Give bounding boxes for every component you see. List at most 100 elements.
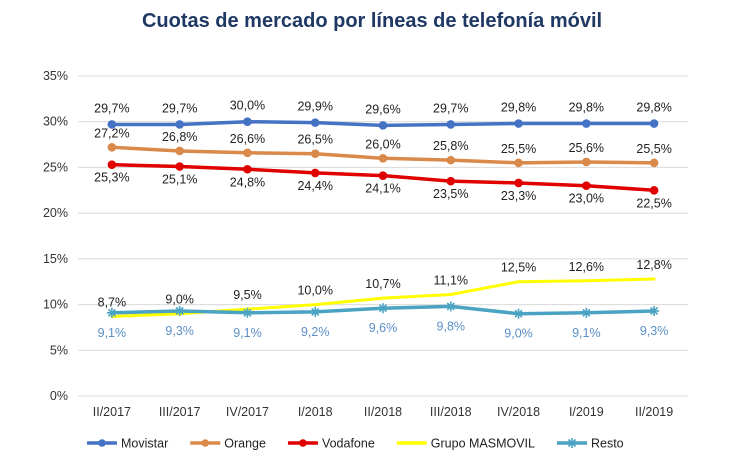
data-label: 26,0% [365,137,400,151]
legend-label: Grupo MASMOVIL [431,437,535,451]
series-marker [581,307,592,318]
series-marker [310,118,320,127]
data-label: 9,1% [233,326,262,340]
y-axis-ticks: 0% 5% 10% 15% 20% 25% 30% 35% [43,69,68,403]
data-label: 29,6% [365,102,400,116]
marker-stroke [243,308,252,317]
data-label: 29,8% [501,101,536,115]
series-marker [582,119,591,128]
series-marker [514,119,523,128]
marker-stroke [514,309,523,318]
data-label: 29,7% [433,101,468,115]
series-marker [566,438,577,448]
data-label: 9,0% [165,293,194,307]
data-label: 22,5% [636,196,671,210]
y-tick-label: 10% [43,298,68,312]
series-marker [378,153,388,163]
series-marker [175,146,184,156]
data-label: 29,8% [636,101,671,115]
data-label: 23,5% [433,187,468,201]
data-label: 9,2% [301,325,330,339]
marker-stroke [311,307,320,316]
series-marker [513,308,524,319]
series-marker [445,301,456,312]
data-label: 9,5% [233,288,262,302]
data-label: 25,3% [94,171,129,185]
data-label: 9,1% [98,326,127,340]
marker-stroke [107,308,116,317]
series-marker [310,149,320,159]
series-marker [649,305,660,316]
data-label: 25,5% [636,142,671,156]
marker-stroke [446,302,455,311]
series-marker [514,178,523,188]
series-marker [378,171,388,180]
x-tick-label: II/2018 [364,405,402,419]
data-labels: 29,7% 29,7% 30,0% 29,9% 29,6% 29,7% 29,8% 29,8%… [94,99,672,341]
marker-stroke [175,306,184,316]
data-label: 26,5% [297,133,332,147]
y-tick-label: 5% [50,343,68,357]
series-marker [378,121,388,130]
marker-stroke [378,304,388,313]
data-label: 25,6% [569,141,604,155]
data-label: 9,3% [640,324,669,338]
series-marker [106,307,117,318]
x-tick-label: I/2019 [569,405,604,419]
y-tick-label: 15% [43,252,68,266]
legend-item: Movistar [87,437,168,451]
series-marker [649,158,659,168]
legend-item: Vodafone [287,437,375,451]
x-tick-label: I/2018 [298,405,333,419]
data-label: 29,7% [162,101,197,115]
data-label: 9,6% [369,321,398,335]
legend-item: Orange [190,437,266,451]
data-label: 9,1% [572,326,601,340]
marker-stroke [582,308,591,317]
data-label: 29,8% [569,101,604,115]
series-marker [310,168,320,178]
series-marker [649,185,659,195]
series-marker [446,176,456,186]
data-label: 12,8% [636,258,671,272]
data-label: 9,0% [504,327,533,341]
legend-item: Grupo MASMOVIL [396,437,535,451]
data-label: 29,9% [297,100,332,114]
y-tick-label: 35% [43,69,68,83]
legend-label: Resto [591,437,624,451]
x-tick-label: IV/2018 [497,405,540,419]
data-label: 26,8% [162,130,197,144]
data-label: 8,7% [98,295,127,309]
y-tick-label: 30% [43,115,68,129]
series-marker [582,157,591,167]
data-label: 25,8% [433,139,468,153]
series-marker [174,305,185,316]
data-label: 24,1% [365,182,400,196]
data-label: 24,4% [297,179,332,193]
data-label: 26,6% [230,132,265,146]
series-marker [107,143,117,152]
x-tick-label: IV/2017 [226,405,269,419]
legend-item: Resto [556,437,624,451]
y-tick-label: 0% [50,389,68,403]
chart-title: Cuotas de mercado por líneas de telefoní… [142,10,602,32]
data-label: 27,2% [94,126,129,140]
data-label: 11,1% [434,274,469,288]
data-label: 25,1% [162,173,197,187]
marker-stroke [567,438,577,448]
series-marker [649,119,659,128]
series-marker [175,120,184,129]
series-marker [582,181,591,191]
y-tick-label: 20% [43,206,68,220]
series-marker [175,162,184,171]
data-label: 9,8% [437,319,466,333]
legend-marker [98,439,106,447]
series-marker [243,117,252,127]
y-tick-label: 25% [43,160,68,174]
legend: Movistar Orange Vodafone Grupo MASMOVIL Rest… [87,437,624,451]
series-marker [242,307,253,318]
data-label: 10,7% [365,277,400,291]
legend-marker [299,439,307,447]
series-marker [378,303,388,314]
